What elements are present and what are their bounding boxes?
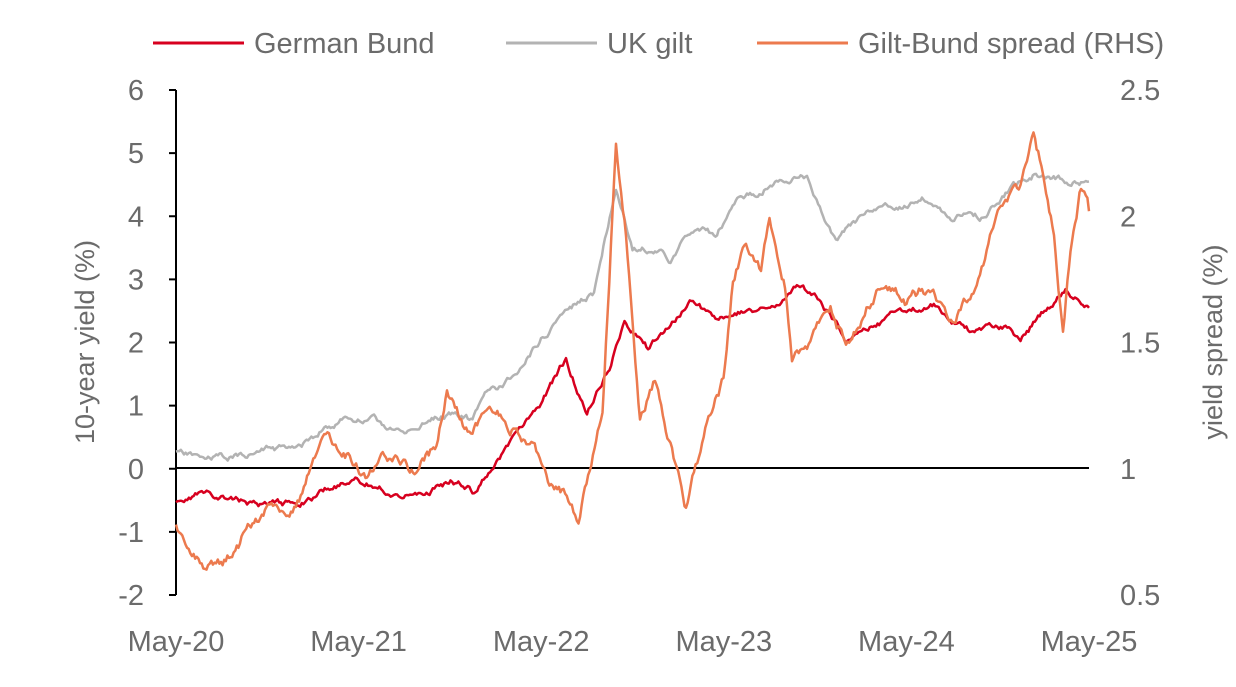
y-axis-right-title: yield spread (%) — [1198, 244, 1228, 439]
y-left-tick-label: 0 — [128, 454, 144, 486]
y-left-tick-label: 5 — [128, 138, 144, 170]
legend-label-spread: Gilt-Bund spread (RHS) — [858, 28, 1164, 60]
series-line-spread — [174, 131, 1091, 571]
legend: German Bund UK gilt Gilt-Bund spread (RH… — [153, 28, 1164, 60]
x-tick-label: May-20 — [128, 626, 225, 658]
x-tick-label: May-22 — [493, 626, 590, 658]
series-group — [174, 131, 1091, 571]
y-right-tick-label: 1 — [1120, 454, 1136, 486]
x-tick-label: May-23 — [675, 626, 772, 658]
y-left-tick-label: 2 — [128, 328, 144, 360]
legend-label-german-bund: German Bund — [254, 28, 435, 60]
x-tick-label: May-24 — [858, 626, 955, 658]
y-axis-right-ticks: 0.5 1 1.5 2 2.5 — [1120, 75, 1160, 612]
y-right-tick-label: 0.5 — [1120, 580, 1160, 612]
y-axis-left-title: 10-year yield (%) — [70, 240, 100, 444]
x-tick-label: May-25 — [1041, 626, 1138, 658]
y-right-tick-label: 1.5 — [1120, 328, 1160, 360]
y-left-tick-label: 6 — [128, 75, 144, 107]
y-left-tick-label: -1 — [118, 517, 144, 549]
legend-label-uk-gilt: UK gilt — [607, 28, 692, 60]
x-axis-ticks: May-20 May-21 May-22 May-23 May-24 May-25 — [128, 626, 1138, 658]
y-right-tick-label: 2.5 — [1120, 75, 1160, 107]
series-line-uk-gilt — [175, 172, 1090, 462]
y-left-tick-label: 4 — [128, 201, 144, 233]
y-axis-left-ticks: -2 -1 0 1 2 3 4 5 6 — [118, 75, 176, 612]
y-left-tick-label: 3 — [128, 264, 144, 296]
x-tick-label: May-21 — [310, 626, 407, 658]
y-right-tick-label: 2 — [1120, 201, 1136, 233]
y-left-tick-label: 1 — [128, 391, 144, 423]
y-left-tick-label: -2 — [118, 580, 144, 612]
